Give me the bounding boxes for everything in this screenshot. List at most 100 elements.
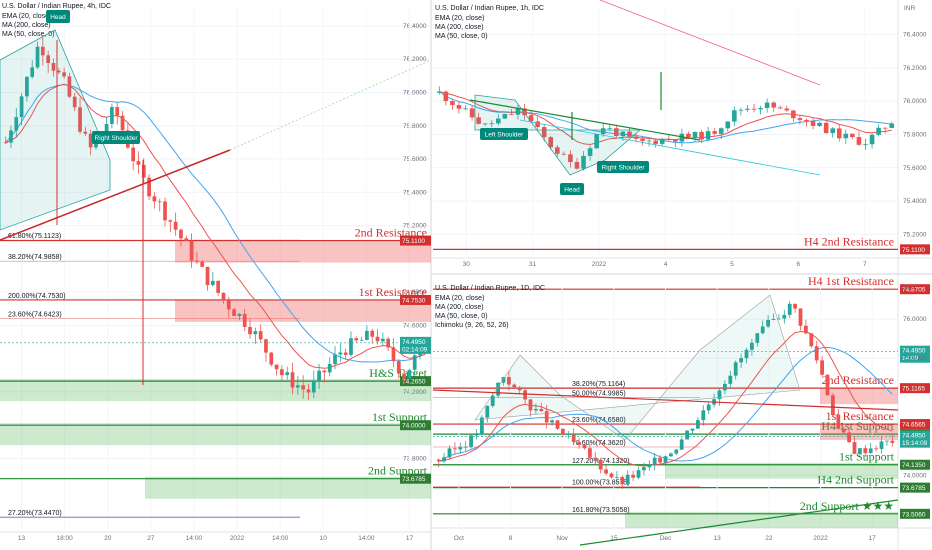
level-label: H4 2nd Resistance xyxy=(804,234,894,248)
y-tick-label: 76.0000 xyxy=(903,316,927,323)
candle-body xyxy=(243,314,247,327)
candle-body xyxy=(323,371,327,373)
x-tick-label: 13 xyxy=(714,535,722,542)
candle-body xyxy=(758,108,763,109)
candle-body xyxy=(588,448,592,457)
candle-body xyxy=(642,467,646,470)
candle-body xyxy=(370,331,374,337)
candle-body xyxy=(206,267,210,285)
candle-body xyxy=(463,108,468,109)
candle-body xyxy=(444,92,449,101)
candle-body xyxy=(685,431,689,440)
candle-body xyxy=(442,457,446,461)
candle-body xyxy=(686,134,691,137)
last-price-label: 74.4950 xyxy=(902,348,926,355)
level-zone xyxy=(0,379,431,401)
candle-body xyxy=(376,337,380,342)
candle-body xyxy=(782,315,786,319)
candle-body xyxy=(793,304,797,309)
candle-body xyxy=(850,134,855,137)
price-tag-label: 74.0000 xyxy=(402,423,426,430)
candle-body xyxy=(566,434,570,435)
level-zone xyxy=(145,477,431,499)
candle-body xyxy=(296,385,300,387)
level-label: 1st Resistance xyxy=(826,409,894,423)
candle-body xyxy=(836,415,840,429)
indicator-label: EMA (20, close) xyxy=(2,13,51,20)
price-tag-label: 75.1100 xyxy=(902,247,925,254)
candle-body xyxy=(301,385,305,389)
candle-body xyxy=(691,429,695,431)
fib-level-label: 161.80%(73.5058) xyxy=(572,507,630,514)
x-tick-label: Oct xyxy=(454,535,464,542)
y-tick-label: 75.6000 xyxy=(403,156,427,163)
indicator-label: MA (200, close) xyxy=(435,24,484,31)
candle-body xyxy=(719,128,724,134)
candle-body xyxy=(307,389,311,392)
candle-body xyxy=(163,201,167,220)
x-tick-label: 2022 xyxy=(230,535,245,542)
candle-body xyxy=(653,458,657,465)
candle-body xyxy=(883,128,888,129)
candle-body xyxy=(771,103,776,108)
candle-body xyxy=(637,470,641,477)
y-tick-label: 75.4000 xyxy=(403,189,427,196)
candle-body xyxy=(607,128,612,129)
candle-body xyxy=(725,122,730,129)
price-tag-label: 73.6785 xyxy=(902,485,926,492)
candle-body xyxy=(804,326,808,334)
x-tick-label: 6 xyxy=(797,261,801,268)
candle-body xyxy=(853,442,857,454)
candle-body xyxy=(222,293,226,300)
candle-body xyxy=(745,109,750,110)
candle-body xyxy=(142,165,146,178)
y-tick-label: 75.8000 xyxy=(903,131,927,138)
candle-body xyxy=(634,136,639,138)
candle-body xyxy=(184,238,188,240)
candle-body xyxy=(402,374,406,379)
x-tick-label: 27 xyxy=(147,535,155,542)
indicator-label: MA (200, close) xyxy=(435,304,484,311)
fib-level-label: 23.60%(74.6423) xyxy=(8,311,62,318)
candle-body xyxy=(765,103,770,108)
y-tick-label: 75.8000 xyxy=(403,123,427,130)
pattern-label: Head xyxy=(564,187,580,194)
candle-body xyxy=(232,309,236,316)
candle-body xyxy=(190,241,194,261)
level-label: H4 1st Resistance xyxy=(808,274,894,288)
candle-body xyxy=(397,361,401,373)
candle-body xyxy=(752,109,757,110)
candle-body xyxy=(847,432,851,442)
price-tag-label: 74.1350 xyxy=(902,462,926,469)
candle-body xyxy=(798,118,803,120)
price-tag-label: 74.2650 xyxy=(402,379,426,386)
x-tick-label: 14:00 xyxy=(358,535,375,542)
candle-body xyxy=(620,477,624,484)
candle-body xyxy=(788,304,792,315)
indicator-label: MA (50, close, 0) xyxy=(435,33,488,40)
candle-body xyxy=(626,475,630,484)
candle-body xyxy=(475,434,479,435)
level-zone xyxy=(820,424,898,440)
candle-body xyxy=(131,148,135,162)
candle-body xyxy=(820,360,824,374)
y-tick-label: 76.2000 xyxy=(903,65,927,72)
candle-body xyxy=(817,123,822,126)
candle-body xyxy=(115,107,119,116)
candle-body xyxy=(317,371,321,381)
candle-body xyxy=(857,137,862,145)
candle-body xyxy=(550,420,554,422)
y-tick-label: 74.0000 xyxy=(903,472,927,479)
candle-body xyxy=(153,196,157,201)
fib-level-label: 38.20%(75.1164) xyxy=(572,381,625,388)
price-tag-label: 75.1100 xyxy=(402,238,425,245)
candle-body xyxy=(874,448,878,449)
candle-body xyxy=(338,352,342,354)
candle-body xyxy=(450,101,455,105)
candle-body xyxy=(158,201,162,202)
price-tag-label: 74.6565 xyxy=(902,422,926,429)
y-tick-label: 76.0000 xyxy=(403,90,427,97)
candle-body xyxy=(174,222,178,230)
candle-body xyxy=(842,429,846,433)
